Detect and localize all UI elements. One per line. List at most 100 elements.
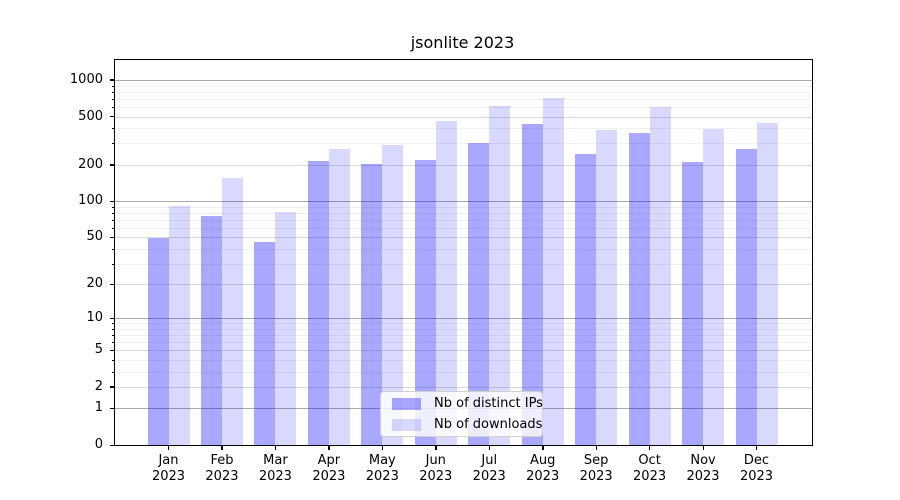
- gridline-minor: [115, 98, 812, 100]
- legend-label-downloads: Nb of downloads: [434, 417, 543, 432]
- x-axis-tick-2: [274, 446, 277, 450]
- y-axis-minor-tick: [112, 328, 114, 330]
- y-axis-tick-20: [110, 283, 114, 286]
- x-axis-tick-0: [168, 446, 170, 450]
- x-tick-label-4: May 2023: [365, 453, 399, 484]
- x-axis-tick-5: [435, 446, 437, 450]
- y-tick-label-100: 100: [78, 193, 103, 209]
- y-axis-tick-10: [110, 317, 114, 320]
- y-tick-label-200: 200: [78, 156, 103, 172]
- gridline-500: [115, 116, 812, 118]
- bar-distinct-ips-9: [628, 132, 650, 445]
- y-tick-label-1000: 1000: [69, 71, 103, 87]
- y-axis-minor-tick: [112, 359, 114, 361]
- bar-distinct-ips-0: [147, 238, 169, 445]
- bar-downloads-8: [596, 130, 618, 445]
- bar-distinct-ips-7: [521, 123, 543, 445]
- x-tick-label-9: Oct 2023: [633, 453, 667, 484]
- legend-label-distinct-ips: Nb of distinct IPs: [434, 396, 543, 411]
- y-axis-tick-2: [110, 386, 114, 388]
- y-axis-minor-tick: [112, 85, 114, 87]
- gridline-minor: [115, 143, 812, 145]
- bar-downloads-5: [435, 121, 457, 445]
- gridline-minor: [115, 328, 812, 330]
- y-axis-tick-200: [110, 164, 114, 166]
- y-tick-label-50: 50: [86, 229, 103, 245]
- x-tick-label-11: Dec 2023: [739, 453, 774, 484]
- gridline-20: [115, 284, 812, 286]
- x-axis-tick-3: [328, 446, 330, 450]
- x-tick-label-10: Nov 2023: [686, 453, 720, 484]
- bar-downloads-2: [275, 211, 297, 445]
- gridline-minor: [115, 342, 812, 344]
- bar-distinct-ips-11: [735, 148, 757, 445]
- y-axis-minor-tick: [112, 248, 114, 250]
- bar-downloads-10: [703, 129, 725, 445]
- y-tick-label-0: 0: [94, 437, 103, 452]
- bar-distinct-ips-10: [682, 161, 704, 445]
- bar-downloads-9: [649, 107, 671, 445]
- bar-distinct-ips-4: [361, 163, 383, 445]
- legend-item-downloads: Nb of downloads: [389, 416, 542, 434]
- y-tick-label-5: 5: [94, 342, 103, 358]
- gridline-100: [115, 201, 812, 203]
- y-axis-minor-tick: [112, 263, 114, 265]
- x-tick-label-1: Feb 2023: [205, 453, 239, 484]
- chart-title: jsonlite 2023: [410, 33, 515, 52]
- bar-distinct-ips-1: [200, 215, 222, 445]
- y-tick-label-1: 1: [94, 400, 103, 416]
- x-axis-tick-1: [221, 446, 223, 450]
- y-axis-tick-1: [110, 407, 114, 410]
- gridline-minor: [115, 128, 812, 130]
- bar-downloads-7: [542, 97, 564, 445]
- legend-item-distinct-ips: Nb of distinct IPs: [389, 395, 543, 413]
- x-tick-label-6: Jul 2023: [472, 453, 506, 484]
- y-axis-minor-tick: [112, 128, 114, 130]
- x-axis-tick-6: [488, 446, 491, 450]
- y-axis-minor-tick: [112, 106, 114, 108]
- y-axis-minor-tick: [112, 219, 114, 221]
- x-tick-label-0: Jan 2023: [151, 453, 186, 484]
- bar-distinct-ips-3: [307, 161, 329, 445]
- x-axis-tick-10: [702, 446, 704, 450]
- gridline-minor: [115, 206, 812, 208]
- y-axis-minor-tick: [112, 323, 114, 325]
- gridline-minor: [115, 335, 812, 337]
- x-tick-label-8: Sep 2023: [579, 453, 613, 484]
- gridline-minor: [115, 371, 812, 373]
- gridline-minor: [115, 263, 812, 265]
- legend: Nb of distinct IPs Nb of downloads: [380, 391, 543, 437]
- y-axis-minor-tick: [112, 98, 114, 100]
- legend-swatch-downloads: [392, 418, 421, 431]
- y-axis-minor-tick: [112, 91, 114, 93]
- bar-downloads-3: [328, 149, 350, 445]
- y-axis-minor-tick: [112, 371, 114, 373]
- gridline-minor: [115, 227, 812, 229]
- y-axis-minor-tick: [112, 342, 114, 344]
- gridline-minor: [115, 85, 812, 87]
- gridline-minor: [115, 248, 812, 250]
- y-tick-label-20: 20: [86, 276, 103, 292]
- x-tick-label-3: Apr 2023: [312, 453, 346, 484]
- bar-distinct-ips-6: [468, 143, 490, 445]
- plot-area: 0 1 2 5 10 20 50 100 200 500 1000 Jan 2023 Feb 2023 M…: [70, 59, 813, 484]
- y-axis-minor-tick: [112, 143, 114, 145]
- gridline-minor: [115, 212, 812, 214]
- x-axis-tick-4: [381, 446, 384, 450]
- bar-distinct-ips-8: [575, 153, 597, 445]
- gridline-50: [115, 237, 812, 239]
- gridline-2: [115, 386, 812, 388]
- bar-distinct-ips-5: [414, 159, 436, 445]
- gridline-minor: [115, 91, 812, 93]
- y-axis-tick-1000: [110, 79, 114, 81]
- bar-downloads-11: [756, 122, 778, 445]
- gridline-10: [115, 318, 812, 320]
- x-axis-tick-7: [542, 446, 544, 450]
- gridline-minor: [115, 359, 812, 361]
- y-axis-minor-tick: [112, 335, 114, 337]
- gridline-5: [115, 350, 812, 352]
- y-tick-label-500: 500: [78, 108, 103, 124]
- x-axis-tick-8: [595, 446, 598, 450]
- y-axis-tick-0: [110, 444, 114, 446]
